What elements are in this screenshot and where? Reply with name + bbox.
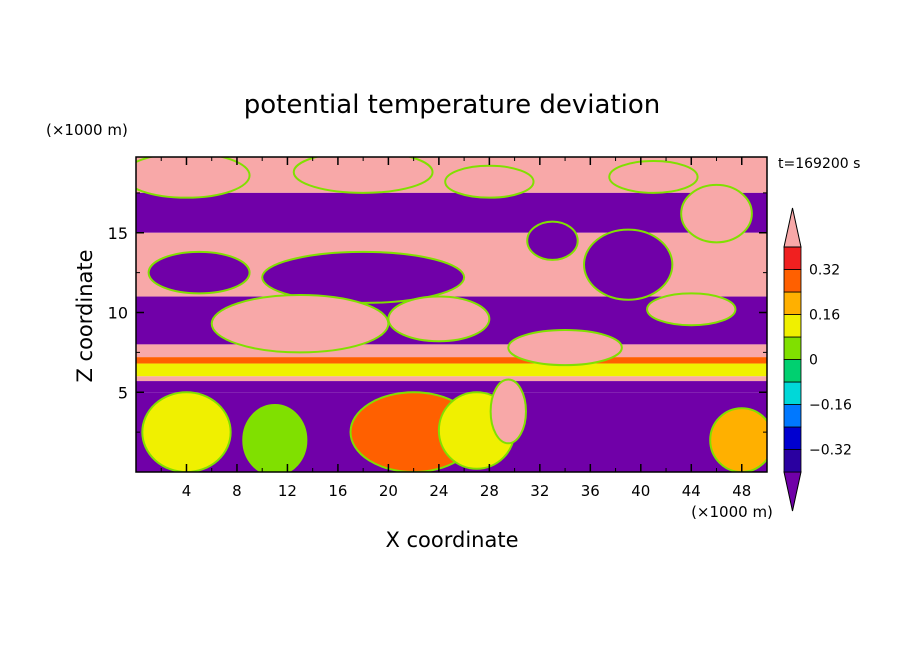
colorbar-box xyxy=(783,359,802,383)
colorbar-box xyxy=(783,269,802,293)
contour-region xyxy=(507,329,623,367)
x-axis: 4 8 12 16 20 24 28 32 36 40 44 48 xyxy=(160,157,751,500)
y-unit-label: (×1000 m) xyxy=(46,121,128,139)
y-axis-title: Z coordinate xyxy=(73,249,97,382)
contour-region xyxy=(680,183,753,244)
x-axis-title: X coordinate xyxy=(385,528,518,552)
colorbar: 0.32 0.16 0 −0.16 −0.32 xyxy=(783,207,852,512)
contour-region xyxy=(141,391,232,472)
contour-region xyxy=(210,293,390,354)
contour-region xyxy=(136,157,251,199)
contour-region xyxy=(526,220,579,261)
colorbar-box xyxy=(783,336,802,360)
colorbar-box xyxy=(783,314,802,338)
plot-frame xyxy=(135,156,768,473)
contour-region xyxy=(242,404,308,472)
contour-region xyxy=(292,157,434,194)
colorbar-box xyxy=(783,404,802,428)
contour-band xyxy=(136,376,767,382)
x-tick-label: 8 xyxy=(232,482,242,500)
x-tick-label: 40 xyxy=(631,482,650,500)
colorbar-tick-label: −0.16 xyxy=(809,398,852,414)
contour-region xyxy=(147,250,251,295)
y-axis: 5 10 15 xyxy=(108,192,767,433)
y-tick-label: 5 xyxy=(118,383,128,402)
x-tick-label: 32 xyxy=(530,482,549,500)
contour-band xyxy=(136,381,767,393)
colorbar-box xyxy=(783,291,802,315)
x-tick-label: 16 xyxy=(328,482,347,500)
contour-band xyxy=(136,363,767,377)
colorbar-box xyxy=(783,426,802,450)
y-tick-label: 15 xyxy=(108,224,128,243)
colorbar-tick-label: 0 xyxy=(809,353,818,369)
x-unit-label: (×1000 m) xyxy=(691,503,773,521)
contour-band xyxy=(136,357,767,364)
contour-field xyxy=(136,157,767,472)
colorbar-box xyxy=(783,449,802,473)
x-tick-label: 28 xyxy=(480,482,499,500)
x-tick-label: 12 xyxy=(278,482,297,500)
contour-region xyxy=(583,228,674,301)
x-tick-label: 48 xyxy=(732,482,751,500)
colorbar-tick-label: 0.32 xyxy=(809,263,840,279)
x-tick-label: 36 xyxy=(581,482,600,500)
chart-title: potential temperature deviation xyxy=(244,90,660,120)
time-label: t=169200 s xyxy=(778,156,860,172)
colorbar-tick-label: −0.32 xyxy=(809,443,852,459)
x-tick-label: 44 xyxy=(682,482,701,500)
contour-band xyxy=(136,192,767,233)
x-tick-label: 4 xyxy=(182,482,192,500)
contour-region xyxy=(387,295,491,343)
x-tick-label: 20 xyxy=(379,482,398,500)
x-tick-label: 24 xyxy=(429,482,448,500)
y-tick-label: 10 xyxy=(108,304,128,323)
contour-region xyxy=(709,407,767,472)
contour-region xyxy=(444,164,535,199)
colorbar-tick-label: 0.16 xyxy=(809,308,840,324)
contour-region xyxy=(489,378,527,445)
colorbar-box xyxy=(783,246,802,270)
contour-region xyxy=(608,159,699,194)
colorbar-extend-high xyxy=(783,207,802,248)
colorbar-box xyxy=(783,381,802,405)
colorbar-extend-low xyxy=(783,471,802,512)
contour-region xyxy=(646,292,737,327)
contour-band xyxy=(136,344,767,358)
